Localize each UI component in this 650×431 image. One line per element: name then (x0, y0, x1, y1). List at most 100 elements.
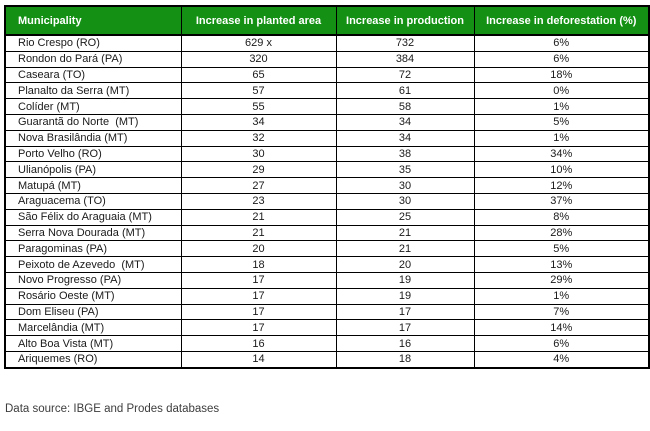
cell-planted-area: 21 (180, 224, 337, 242)
cell-production: 18 (335, 350, 475, 369)
table-row: Ariquemes (RO) 14 18 4% (4, 350, 650, 369)
cell-production: 25 (335, 208, 475, 226)
cell-deforestation: 37% (473, 192, 650, 210)
table-row: Novo Progresso (PA) 17 19 29% (4, 271, 650, 289)
cell-production: 34 (335, 113, 475, 131)
data-source-note: Data source: IBGE and Prodes databases (5, 403, 220, 415)
cell-production: 19 (335, 271, 475, 289)
cell-planted-area: 57 (180, 82, 337, 100)
cell-municipality: Rio Crespo (RO) (4, 34, 182, 52)
table-row: Caseara (TO) 65 72 18% (4, 66, 650, 84)
cell-deforestation: 0% (473, 82, 650, 100)
cell-production: 21 (335, 224, 475, 242)
cell-planted-area: 34 (180, 113, 337, 131)
cell-deforestation: 7% (473, 303, 650, 321)
table-row: Dom Eliseu (PA) 17 17 7% (4, 303, 650, 321)
cell-deforestation: 14% (473, 319, 650, 337)
table-body: Rio Crespo (RO) 629 x 732 6% Rondon do P… (4, 34, 650, 369)
cell-municipality: Planalto da Serra (MT) (4, 82, 182, 100)
table-row: Matupá (MT) 27 30 12% (4, 177, 650, 194)
cell-municipality: Guarantã do Norte (MT) (4, 113, 182, 131)
column-header-planted-area: Increase in planted area (180, 5, 337, 36)
table-row: Peixoto de Azevedo (MT) 18 20 13% (4, 256, 650, 273)
cell-production: 30 (335, 177, 475, 194)
cell-production: 58 (335, 98, 475, 115)
table-row: Porto Velho (RO) 30 38 34% (4, 145, 650, 163)
cell-municipality: Porto Velho (RO) (4, 145, 182, 163)
cell-deforestation: 18% (473, 66, 650, 84)
cell-municipality: Matupá (MT) (4, 177, 182, 194)
table-row: Alto Boa Vista (MT) 16 16 6% (4, 335, 650, 352)
cell-deforestation: 12% (473, 177, 650, 194)
cell-deforestation: 1% (473, 98, 650, 115)
cell-municipality: Nova Brasilândia (MT) (4, 129, 182, 147)
table-row: Colíder (MT) 55 58 1% (4, 98, 650, 115)
cell-municipality: Serra Nova Dourada (MT) (4, 224, 182, 242)
table-row: Guarantã do Norte (MT) 34 34 5% (4, 113, 650, 131)
cell-planted-area: 18 (180, 256, 337, 273)
municipality-table-container: Municipality Increase in planted area In… (4, 5, 650, 369)
cell-production: 38 (335, 145, 475, 163)
cell-municipality: Alto Boa Vista (MT) (4, 335, 182, 352)
cell-production: 30 (335, 192, 475, 210)
cell-production: 16 (335, 335, 475, 352)
table-row: Planalto da Serra (MT) 57 61 0% (4, 82, 650, 100)
table-row: Ulianópolis (PA) 29 35 10% (4, 161, 650, 179)
cell-production: 21 (335, 240, 475, 258)
cell-municipality: Rosário Oeste (MT) (4, 287, 182, 305)
cell-planted-area: 29 (180, 161, 337, 179)
cell-production: 384 (335, 50, 475, 68)
cell-municipality: Colíder (MT) (4, 98, 182, 115)
table-row: Marcelândia (MT) 17 17 14% (4, 319, 650, 337)
cell-deforestation: 5% (473, 113, 650, 131)
column-header-deforestation: Increase in deforestation (%) (473, 5, 650, 36)
cell-municipality: Ariquemes (RO) (4, 350, 182, 369)
cell-planted-area: 320 (180, 50, 337, 68)
cell-deforestation: 6% (473, 335, 650, 352)
cell-municipality: Caseara (TO) (4, 66, 182, 84)
municipality-data-table: Municipality Increase in planted area In… (4, 5, 650, 369)
cell-municipality: Novo Progresso (PA) (4, 271, 182, 289)
table-row: Rio Crespo (RO) 629 x 732 6% (4, 34, 650, 52)
cell-planted-area: 32 (180, 129, 337, 147)
cell-planted-area: 629 x (180, 34, 337, 52)
cell-planted-area: 65 (180, 66, 337, 84)
cell-deforestation: 1% (473, 129, 650, 147)
cell-production: 35 (335, 161, 475, 179)
cell-production: 34 (335, 129, 475, 147)
cell-municipality: Marcelândia (MT) (4, 319, 182, 337)
cell-municipality: Araguacema (TO) (4, 192, 182, 210)
table-row: Serra Nova Dourada (MT) 21 21 28% (4, 224, 650, 242)
cell-municipality: Ulianópolis (PA) (4, 161, 182, 179)
cell-deforestation: 29% (473, 271, 650, 289)
cell-municipality: São Félix do Araguaia (MT) (4, 208, 182, 226)
cell-planted-area: 23 (180, 192, 337, 210)
cell-municipality: Rondon do Pará (PA) (4, 50, 182, 68)
cell-municipality: Peixoto de Azevedo (MT) (4, 256, 182, 273)
cell-planted-area: 30 (180, 145, 337, 163)
cell-deforestation: 8% (473, 208, 650, 226)
cell-planted-area: 55 (180, 98, 337, 115)
table-row: Nova Brasilândia (MT) 32 34 1% (4, 129, 650, 147)
cell-production: 19 (335, 287, 475, 305)
cell-deforestation: 4% (473, 350, 650, 369)
table-header: Municipality Increase in planted area In… (4, 5, 650, 36)
cell-deforestation: 6% (473, 50, 650, 68)
cell-production: 20 (335, 256, 475, 273)
table-row: Araguacema (TO) 23 30 37% (4, 192, 650, 210)
cell-planted-area: 20 (180, 240, 337, 258)
table-row: Rosário Oeste (MT) 17 19 1% (4, 287, 650, 305)
cell-planted-area: 17 (180, 319, 337, 337)
cell-planted-area: 17 (180, 303, 337, 321)
cell-production: 17 (335, 319, 475, 337)
cell-deforestation: 28% (473, 224, 650, 242)
cell-planted-area: 27 (180, 177, 337, 194)
cell-planted-area: 17 (180, 287, 337, 305)
table-row: Paragominas (PA) 20 21 5% (4, 240, 650, 258)
column-header-production: Increase in production (335, 5, 475, 36)
cell-planted-area: 21 (180, 208, 337, 226)
cell-deforestation: 13% (473, 256, 650, 273)
table-header-row: Municipality Increase in planted area In… (4, 5, 650, 36)
cell-deforestation: 34% (473, 145, 650, 163)
cell-production: 732 (335, 34, 475, 52)
